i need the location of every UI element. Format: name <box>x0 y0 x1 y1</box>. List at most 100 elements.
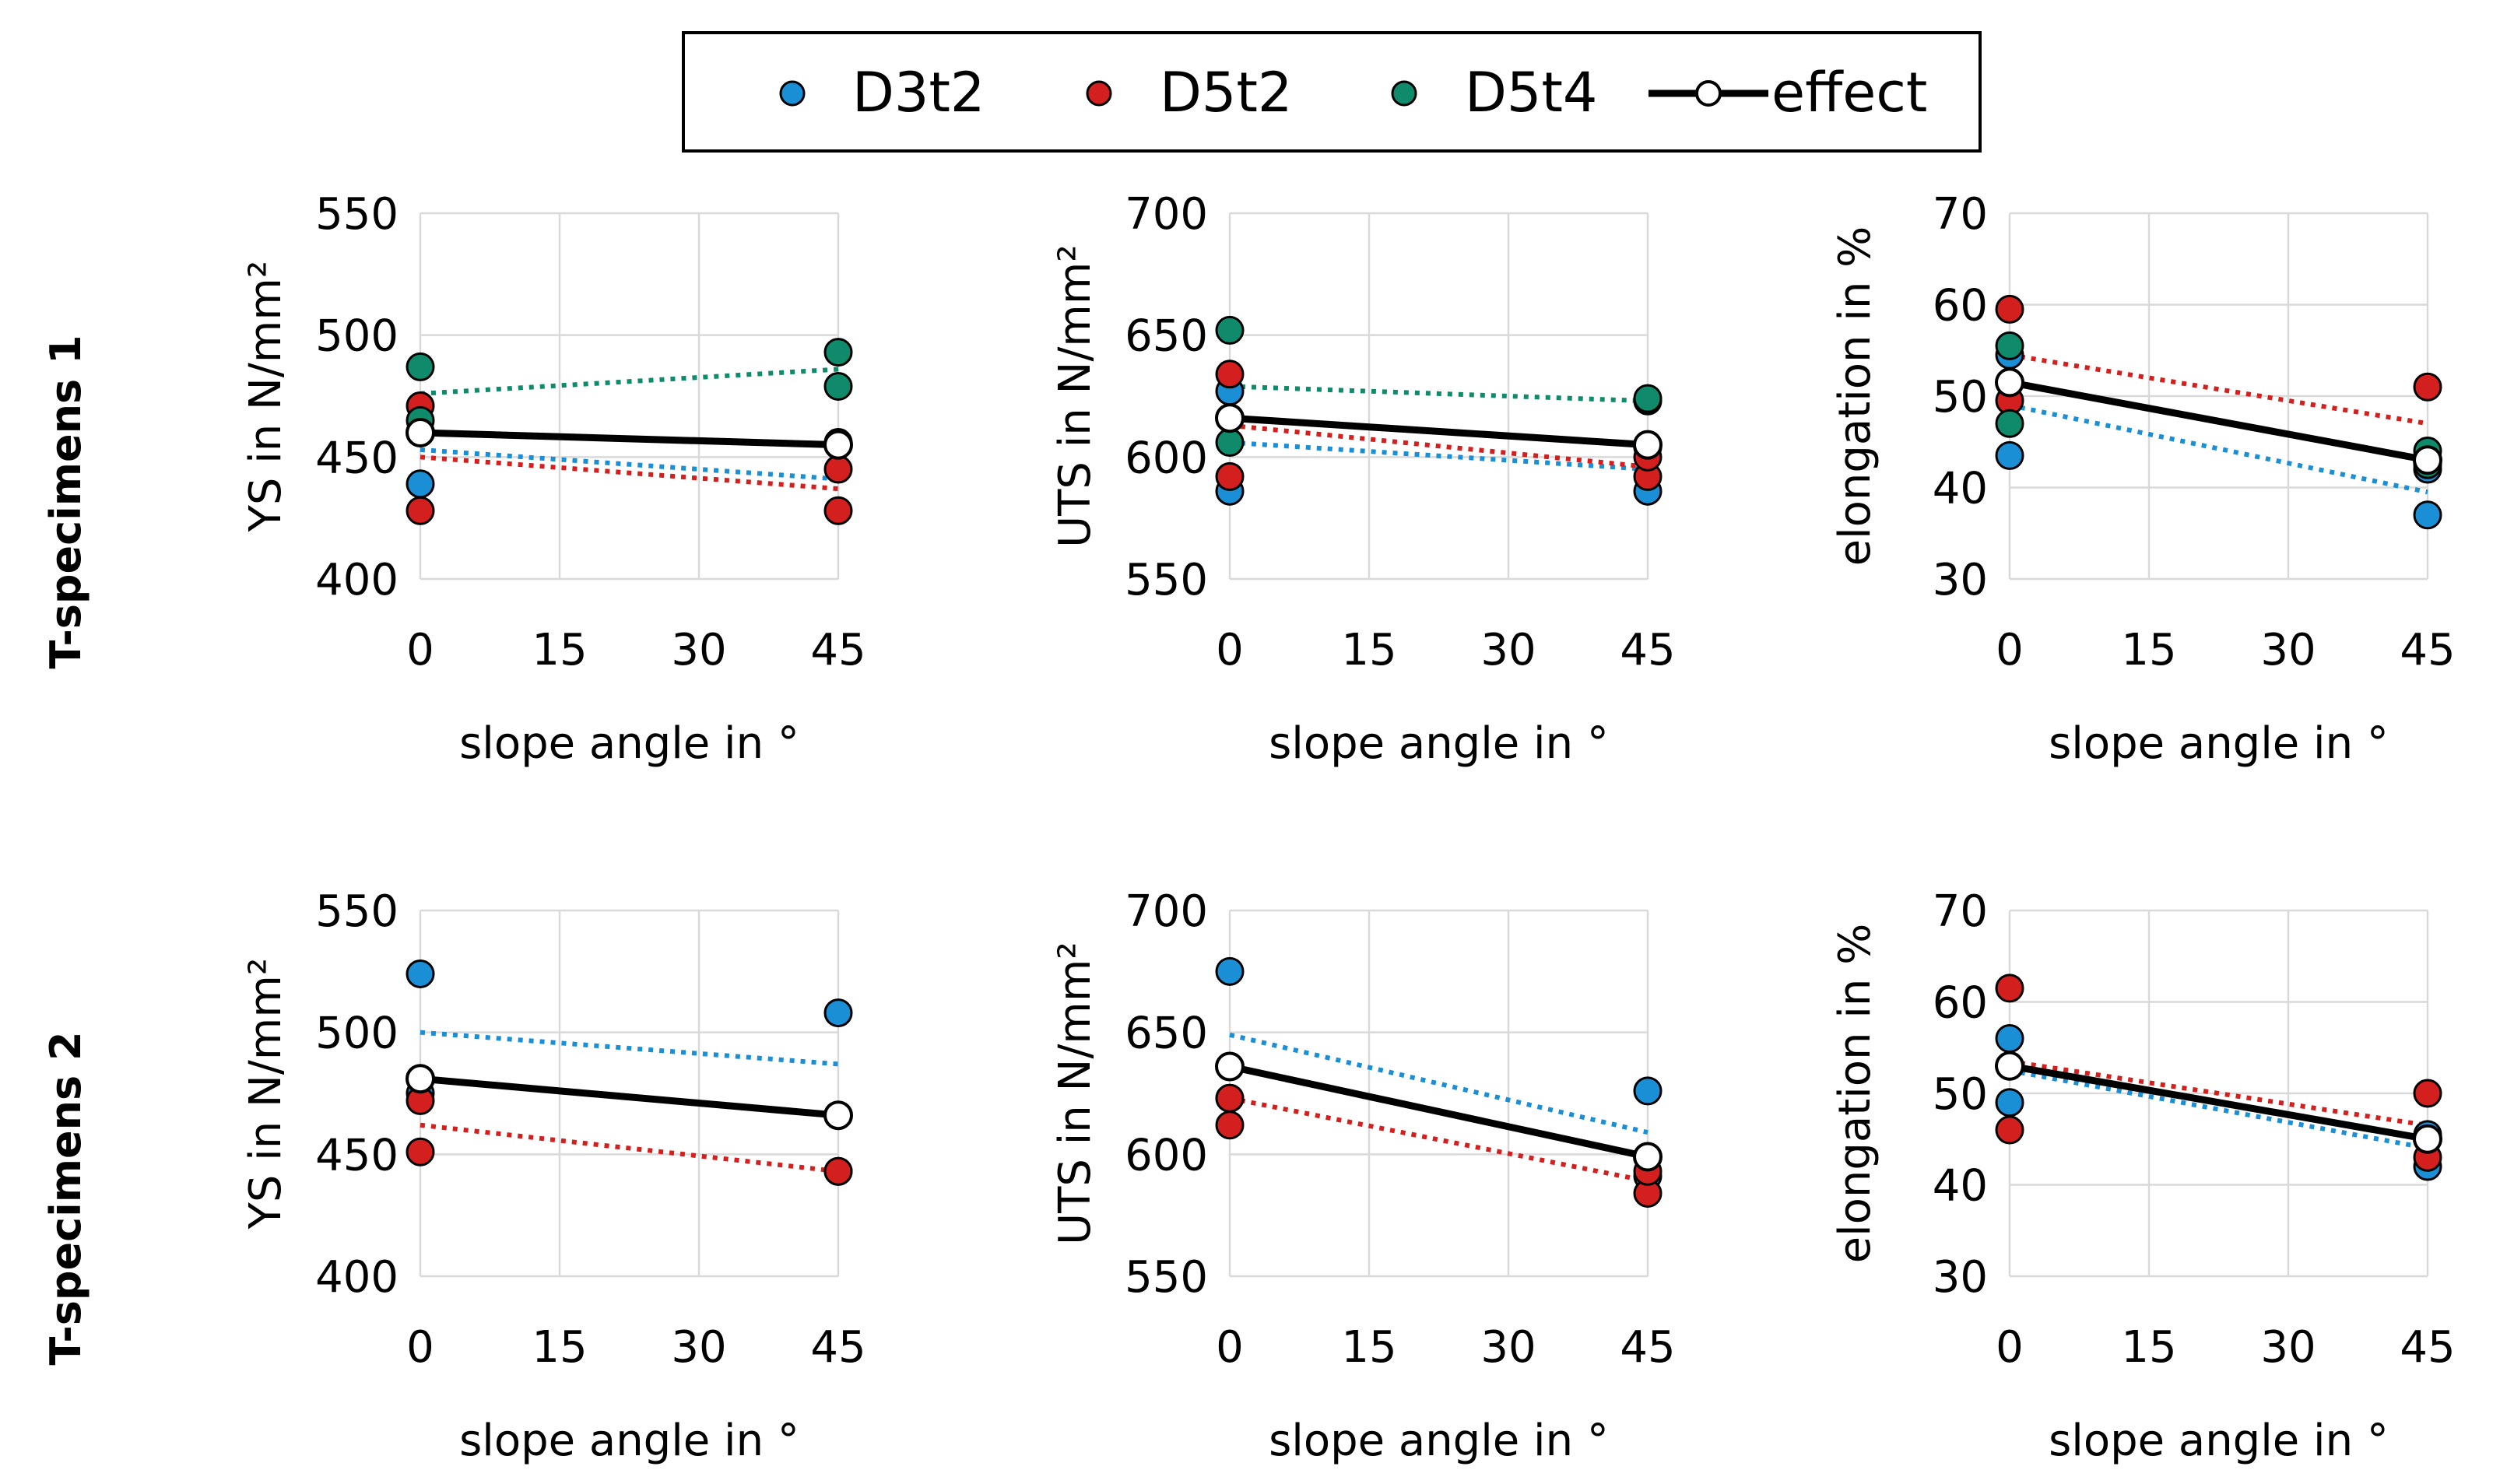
x-tick-label: 30 <box>1480 625 1536 675</box>
data-point-d5t2 <box>1995 1115 2024 1145</box>
data-point-d5t2 <box>823 1156 853 1186</box>
x-tick-label: 15 <box>532 625 587 675</box>
y-tick-label: 70 <box>1933 886 1988 937</box>
data-point-d5t4 <box>1995 409 2024 438</box>
x-tick-label: 30 <box>671 1322 726 1373</box>
x-tick-label: 15 <box>1341 1322 1396 1373</box>
effect-point <box>1995 367 2024 398</box>
y-tick-label: 550 <box>315 189 399 240</box>
legend-item-d5t2: D5t2 <box>1086 61 1292 125</box>
effect-point <box>1633 1142 1663 1172</box>
data-point-d5t2 <box>1995 974 2024 1003</box>
effect-point <box>406 1064 435 1094</box>
y-tick-label: 550 <box>1125 555 1208 605</box>
y-axis-title: YS in N/mm² <box>241 958 291 1230</box>
data-point-d3t2 <box>2413 500 2442 530</box>
legend-item-d3t2: D3t2 <box>779 61 985 125</box>
data-point-d5t2 <box>2413 1079 2442 1108</box>
x-axis-title: slope angle in ° <box>1269 1416 1609 1466</box>
effect-line <box>1229 1063 1648 1160</box>
x-tick-label: 45 <box>2400 1322 2455 1373</box>
effect-line <box>420 1075 839 1119</box>
legend-label-effect: effect <box>1771 61 1927 125</box>
y-tick-label: 650 <box>1125 311 1208 362</box>
data-point-d5t2 <box>1995 294 2024 324</box>
y-tick-label: 550 <box>1125 1252 1208 1303</box>
trend-line-d5t2 <box>2009 1058 2428 1128</box>
x-tick-label: 45 <box>810 1322 866 1373</box>
effect-point <box>2413 445 2442 475</box>
data-point-d3t2 <box>1995 1024 2024 1053</box>
effect-line <box>1229 414 1648 449</box>
effect-point <box>1633 430 1663 460</box>
y-tick-label: 600 <box>1125 1130 1208 1181</box>
data-point-d3t2 <box>406 959 435 988</box>
effect-point <box>2413 1124 2442 1154</box>
trend-line-d5t2 <box>2009 353 2428 426</box>
data-point-d5t2 <box>1215 1083 1245 1113</box>
legend-marker-d5t2 <box>1086 80 1112 107</box>
effect-line <box>420 429 839 449</box>
y-tick-label: 600 <box>1125 433 1208 483</box>
x-tick-label: 30 <box>1480 1322 1536 1373</box>
legend-marker-effect <box>1695 80 1722 107</box>
data-point-d3t2 <box>1215 956 1245 986</box>
x-tick-label: 0 <box>1216 625 1244 675</box>
x-tick-label: 45 <box>1620 1322 1675 1373</box>
trend-line-d5t2 <box>1229 423 1648 469</box>
y-tick-label: 40 <box>1933 464 1988 514</box>
data-point-d5t2 <box>1215 360 1245 389</box>
x-tick-label: 0 <box>1996 1322 2024 1373</box>
effect-point <box>823 430 853 460</box>
row-title-t-specimens-2: T-specimens 2 <box>41 1031 90 1365</box>
data-point-d3t2 <box>1995 1088 2024 1117</box>
data-point-d5t2 <box>1215 461 1245 491</box>
y-axis-title: YS in N/mm² <box>241 261 291 533</box>
row-title-t-specimens-1: T-specimens 1 <box>41 335 90 668</box>
data-point-d5t4 <box>406 352 435 381</box>
data-point-d5t2 <box>823 454 853 484</box>
trend-line-d3t2 <box>1229 440 1648 472</box>
x-tick-label: 0 <box>1996 625 2024 675</box>
x-tick-label: 30 <box>2260 1322 2316 1373</box>
data-point-d5t2 <box>2413 372 2442 402</box>
data-point-d5t2 <box>406 1137 435 1167</box>
data-point-d3t2 <box>1633 1076 1663 1106</box>
y-axis-title: UTS in N/mm² <box>1050 942 1101 1245</box>
effect-point <box>823 1100 853 1131</box>
x-tick-label: 30 <box>671 625 726 675</box>
data-point-d3t2 <box>406 469 435 499</box>
y-tick-label: 700 <box>1125 886 1208 937</box>
y-tick-label: 650 <box>1125 1009 1208 1059</box>
y-tick-label: 500 <box>315 1009 399 1059</box>
legend-item-d5t4: D5t4 <box>1391 61 1597 125</box>
data-point-d5t2 <box>406 496 435 525</box>
data-point-d5t4 <box>823 371 853 401</box>
y-tick-label: 40 <box>1933 1161 1988 1212</box>
legend-label-d5t4: D5t4 <box>1465 61 1597 125</box>
data-point-d5t4 <box>1633 384 1663 413</box>
data-point-d5t2 <box>823 496 853 525</box>
x-tick-label: 0 <box>406 625 434 675</box>
trend-line-d3t2 <box>420 447 839 482</box>
x-tick-label: 15 <box>532 1322 587 1373</box>
x-axis-title: slope angle in ° <box>459 1416 799 1466</box>
x-tick-label: 0 <box>406 1322 434 1373</box>
y-axis-title: elongation in % <box>1830 924 1880 1264</box>
y-axis-title: UTS in N/mm² <box>1050 244 1101 548</box>
trend-line-d5t4 <box>420 367 839 396</box>
y-tick-label: 60 <box>1933 281 1988 332</box>
legend-label-d5t2: D5t2 <box>1160 61 1292 125</box>
y-tick-label: 50 <box>1933 1069 1988 1120</box>
data-point-d5t4 <box>1215 315 1245 345</box>
x-tick-label: 30 <box>2260 625 2316 675</box>
trend-line-d5t2 <box>420 1122 839 1174</box>
